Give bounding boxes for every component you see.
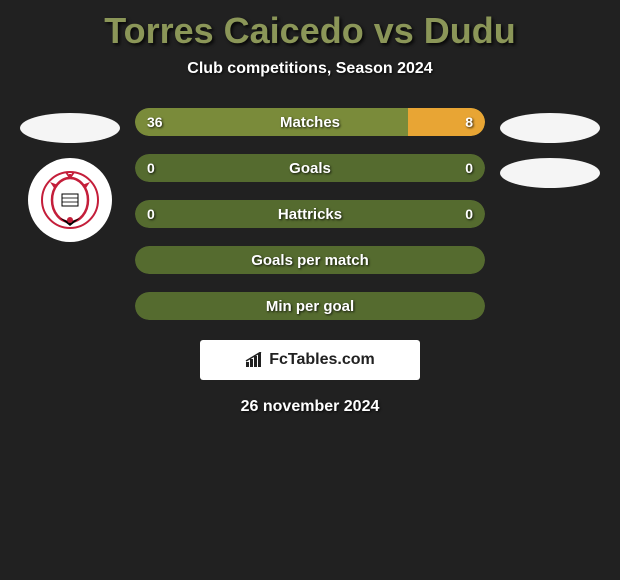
stat-row: 0 0 Goals (135, 154, 485, 182)
stat-left-value: 0 (147, 160, 155, 176)
stat-bars: 36 8 Matches 0 0 Goals 0 0 Hattricks Goals per ma… (135, 108, 485, 320)
watermark-text: FcTables.com (269, 351, 375, 369)
player-left-placeholder (20, 113, 120, 143)
bar-fill-right (408, 108, 485, 136)
player-right-col (500, 108, 600, 188)
stat-left-value: 0 (147, 206, 155, 222)
corinthians-logo-icon (40, 170, 100, 230)
stat-label: Goals (289, 160, 331, 177)
stat-row: Min per goal (135, 292, 485, 320)
player-right-placeholder-2 (500, 158, 600, 188)
player-left-col (20, 108, 120, 242)
stat-row: 36 8 Matches (135, 108, 485, 136)
stat-row: 0 0 Hattricks (135, 200, 485, 228)
stat-right-value: 8 (465, 114, 473, 130)
stat-label: Matches (280, 114, 340, 131)
stat-label: Hattricks (278, 206, 342, 223)
subtitle: Club competitions, Season 2024 (0, 60, 620, 78)
page-title: Torres Caicedo vs Dudu (0, 10, 620, 52)
watermark-badge: FcTables.com (200, 340, 420, 380)
team-left-logo (28, 158, 112, 242)
stat-right-value: 0 (465, 160, 473, 176)
bar-fill-left (135, 108, 408, 136)
chart-icon (245, 352, 265, 368)
player-right-placeholder-1 (500, 113, 600, 143)
comparison-area: 36 8 Matches 0 0 Goals 0 0 Hattricks Goals per ma… (0, 108, 620, 320)
stat-label: Min per goal (266, 298, 354, 315)
stat-left-value: 36 (147, 114, 163, 130)
stat-right-value: 0 (465, 206, 473, 222)
stat-row: Goals per match (135, 246, 485, 274)
stat-label: Goals per match (251, 252, 369, 269)
date-label: 26 november 2024 (0, 398, 620, 416)
